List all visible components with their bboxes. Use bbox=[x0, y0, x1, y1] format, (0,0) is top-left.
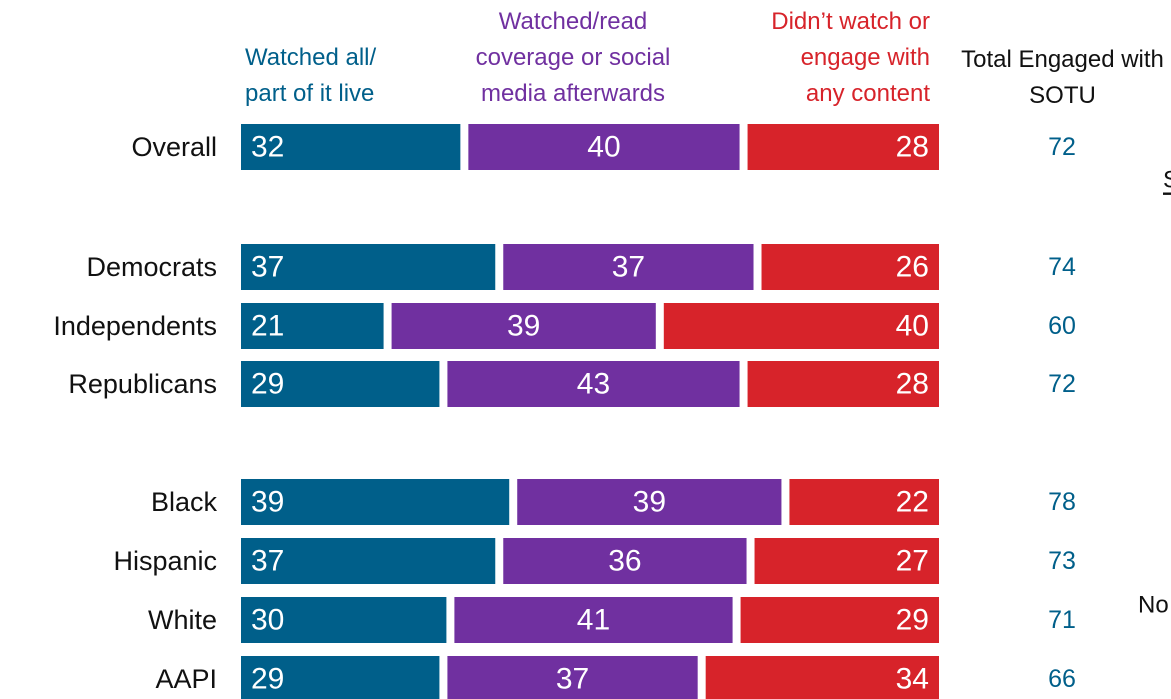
value-label: 32 bbox=[251, 131, 284, 164]
bar-segment bbox=[241, 479, 510, 525]
legend-header: Watched all/ part of it live bbox=[245, 44, 377, 107]
bar-segment bbox=[754, 538, 939, 584]
category-label: Republicans bbox=[68, 369, 217, 399]
bar-segment bbox=[241, 656, 440, 699]
value-label: 28 bbox=[896, 131, 929, 164]
value-label: 26 bbox=[896, 251, 929, 284]
value-label: 27 bbox=[896, 545, 929, 578]
bar-segment bbox=[241, 244, 496, 290]
value-label: 37 bbox=[251, 545, 284, 578]
category-label: AAPI bbox=[155, 664, 217, 694]
bar-segment bbox=[705, 656, 939, 699]
value-label: 37 bbox=[556, 663, 589, 696]
value-label: 39 bbox=[507, 310, 540, 343]
bar-segment bbox=[761, 244, 939, 290]
value-label: 37 bbox=[612, 251, 645, 284]
total-value: 73 bbox=[1048, 547, 1076, 575]
value-label: 29 bbox=[251, 368, 284, 401]
bar-segment bbox=[241, 303, 384, 349]
value-label: 39 bbox=[633, 486, 666, 519]
bar-segment bbox=[740, 597, 939, 643]
total-header: Total Engaged with SOTU bbox=[961, 46, 1164, 109]
bar-segment bbox=[241, 538, 496, 584]
value-label: 40 bbox=[896, 310, 929, 343]
value-label: 29 bbox=[251, 663, 284, 696]
value-label: 22 bbox=[896, 486, 929, 519]
value-label: 29 bbox=[896, 604, 929, 637]
bar-segment bbox=[789, 479, 939, 525]
value-label: 41 bbox=[577, 604, 610, 637]
bar-segment bbox=[517, 479, 782, 525]
value-label: 37 bbox=[251, 251, 284, 284]
bar-segment bbox=[747, 361, 939, 407]
value-label: 34 bbox=[896, 663, 929, 696]
total-value: 72 bbox=[1048, 370, 1076, 398]
annotation: S bbox=[1163, 167, 1171, 194]
total-value: 60 bbox=[1048, 312, 1076, 340]
category-label: Hispanic bbox=[113, 546, 217, 576]
bar-segment bbox=[391, 303, 656, 349]
legend-header: Didn’t watch or engage with any content bbox=[771, 8, 930, 107]
total-value: 66 bbox=[1048, 665, 1076, 693]
bar-segment bbox=[503, 244, 754, 290]
value-label: 43 bbox=[577, 368, 610, 401]
total-value: 78 bbox=[1048, 488, 1076, 516]
total-value: 71 bbox=[1048, 606, 1076, 634]
bar-segment bbox=[447, 361, 740, 407]
legend-header: Watched/read coverage or social media af… bbox=[475, 8, 671, 107]
bar-segment bbox=[663, 303, 939, 349]
category-label: Black bbox=[151, 487, 218, 517]
total-value: 74 bbox=[1048, 253, 1076, 281]
bar-segment bbox=[241, 124, 461, 170]
bar-segment bbox=[447, 656, 698, 699]
category-label: Democrats bbox=[86, 252, 217, 282]
category-label: Independents bbox=[53, 311, 217, 341]
value-label: 39 bbox=[251, 486, 284, 519]
category-label: White bbox=[148, 605, 217, 635]
bar-segment bbox=[503, 538, 747, 584]
value-label: 40 bbox=[587, 131, 620, 164]
value-label: 30 bbox=[251, 604, 284, 637]
bar-segment bbox=[241, 361, 440, 407]
value-label: 21 bbox=[251, 310, 284, 343]
total-value: 72 bbox=[1048, 133, 1076, 161]
category-label: Overall bbox=[131, 132, 217, 162]
annotation: No bbox=[1138, 592, 1169, 619]
value-label: 28 bbox=[896, 368, 929, 401]
bar-segment bbox=[747, 124, 939, 170]
value-label: 36 bbox=[608, 545, 641, 578]
bar-segment bbox=[454, 597, 733, 643]
bar-segment bbox=[468, 124, 740, 170]
bar-segment bbox=[241, 597, 447, 643]
